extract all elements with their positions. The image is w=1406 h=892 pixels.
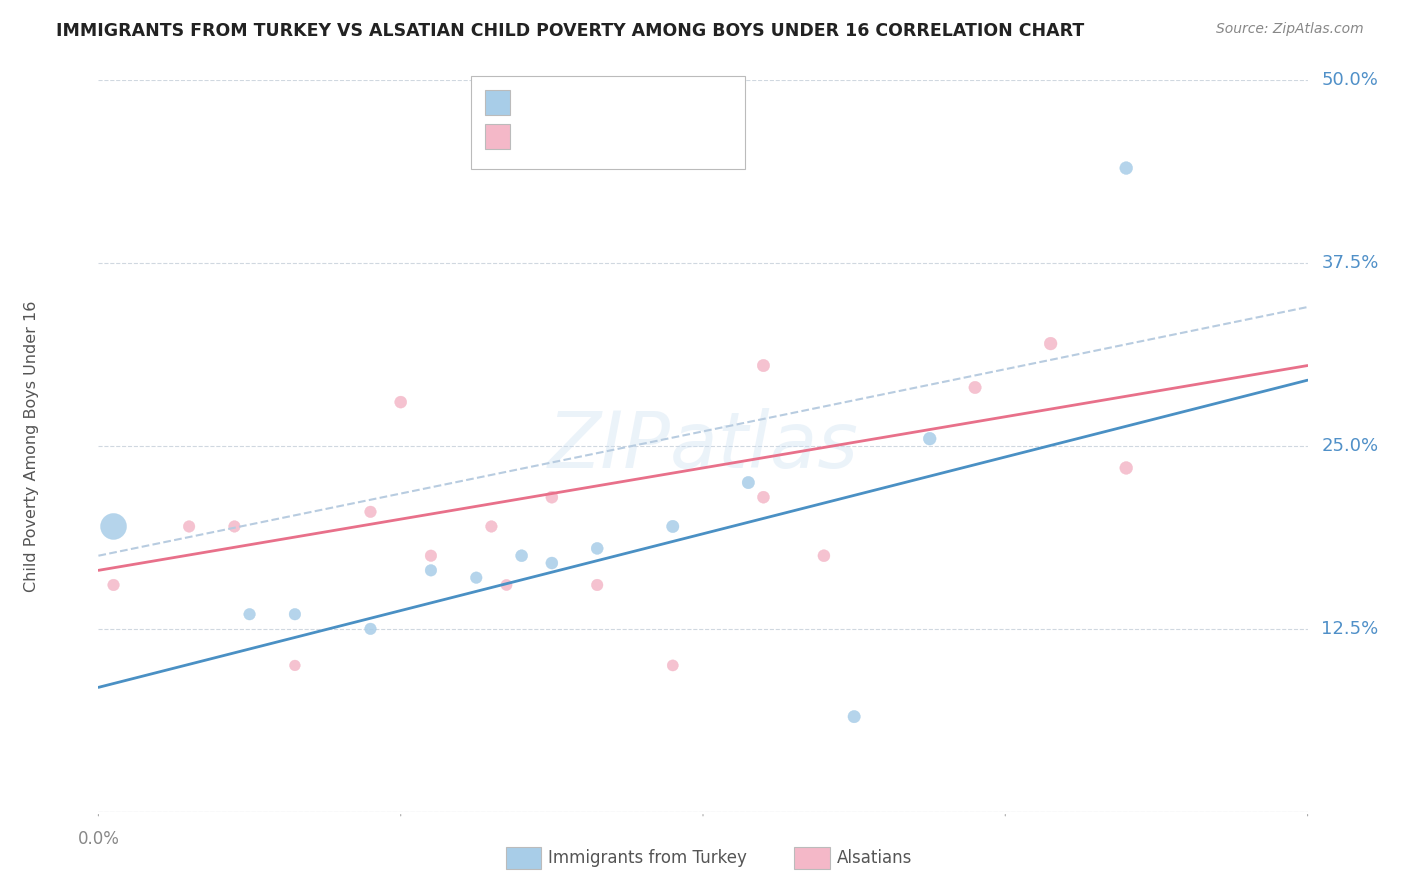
Point	[465, 571, 488, 585]
Text: R =: R =	[519, 94, 557, 112]
Text: 37.5%: 37.5%	[1322, 254, 1379, 272]
Point	[179, 519, 201, 533]
Point	[495, 578, 517, 592]
Point	[1115, 461, 1137, 475]
Point	[1039, 336, 1062, 351]
Point	[540, 490, 562, 504]
Point	[224, 519, 246, 533]
Text: R =: R =	[519, 128, 557, 145]
Point	[965, 380, 987, 394]
Point	[661, 658, 683, 673]
Point	[284, 607, 307, 622]
Point	[752, 490, 775, 504]
Point	[586, 578, 609, 592]
Point	[284, 658, 307, 673]
Text: N =: N =	[612, 94, 651, 112]
Text: 18: 18	[644, 128, 668, 145]
Point	[389, 395, 412, 409]
Text: N =: N =	[612, 128, 651, 145]
Text: IMMIGRANTS FROM TURKEY VS ALSATIAN CHILD POVERTY AMONG BOYS UNDER 16 CORRELATION: IMMIGRANTS FROM TURKEY VS ALSATIAN CHILD…	[56, 22, 1084, 40]
Point	[737, 475, 759, 490]
Point	[479, 519, 503, 533]
Text: 14: 14	[644, 94, 668, 112]
Text: 0.0%: 0.0%	[77, 830, 120, 848]
Point	[540, 556, 562, 570]
Point	[1115, 161, 1137, 175]
Text: Immigrants from Turkey: Immigrants from Turkey	[548, 849, 747, 867]
Point	[103, 519, 125, 533]
Point	[359, 622, 381, 636]
Point	[510, 549, 533, 563]
Point	[103, 578, 125, 592]
Text: Alsatians: Alsatians	[837, 849, 912, 867]
Point	[661, 519, 683, 533]
Text: 12.5%: 12.5%	[1322, 620, 1379, 638]
Point	[813, 549, 835, 563]
Point	[419, 563, 441, 577]
Point	[359, 505, 381, 519]
Text: 0.531: 0.531	[548, 94, 603, 112]
Text: 50.0%: 50.0%	[1322, 71, 1378, 89]
Text: 25.0%: 25.0%	[1322, 437, 1379, 455]
Text: ZIPatlas: ZIPatlas	[547, 408, 859, 484]
Point	[918, 432, 941, 446]
Point	[844, 709, 866, 723]
Point	[239, 607, 262, 622]
Point	[752, 359, 775, 373]
Text: Source: ZipAtlas.com: Source: ZipAtlas.com	[1216, 22, 1364, 37]
Text: 0.540: 0.540	[548, 128, 603, 145]
Point	[586, 541, 609, 556]
Point	[419, 549, 441, 563]
Text: Child Poverty Among Boys Under 16: Child Poverty Among Boys Under 16	[24, 301, 39, 591]
